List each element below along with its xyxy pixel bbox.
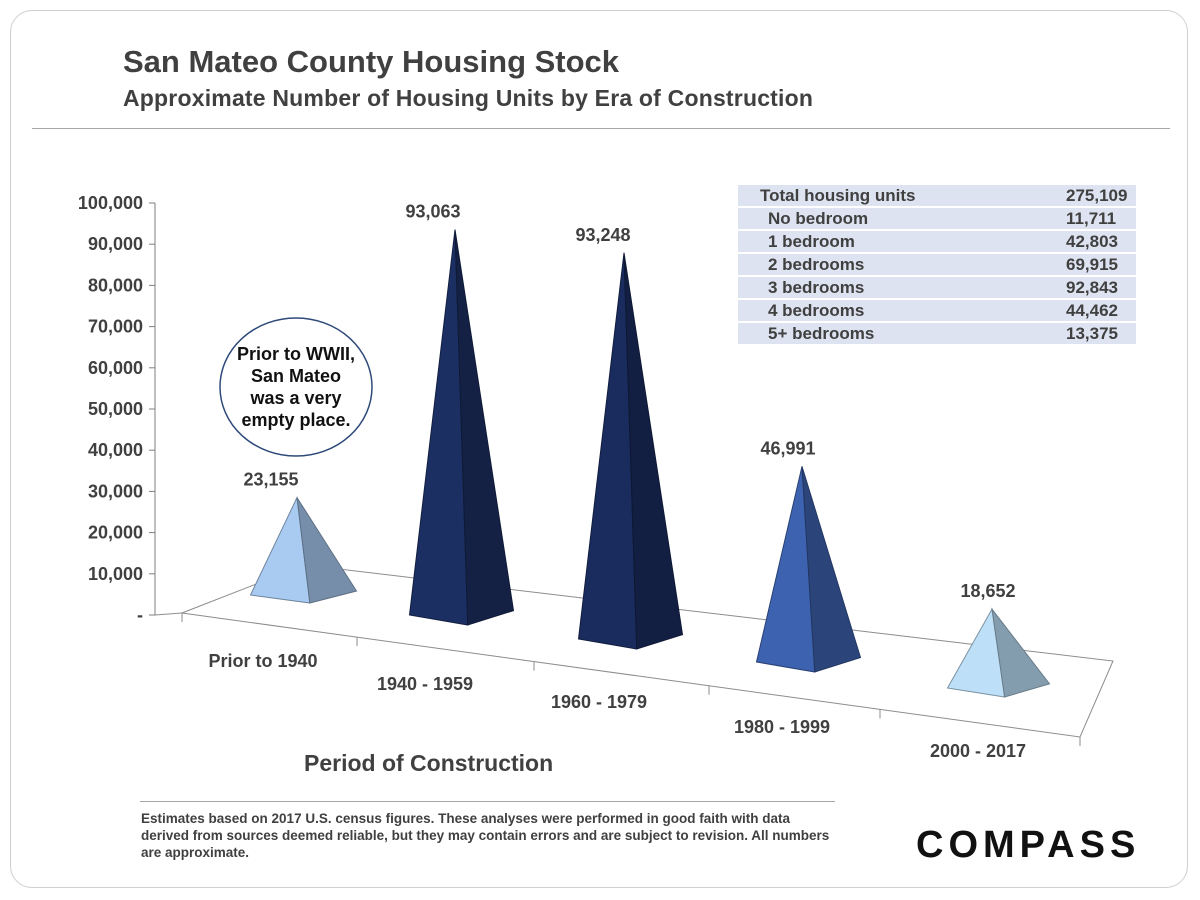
y-tick-label: 30,000 <box>88 481 143 501</box>
x-axis-title: Period of Construction <box>304 750 554 776</box>
compass-logo: COMPASS <box>916 824 1141 866</box>
bedroom-row-value: 275,109 <box>1048 185 1136 206</box>
bedroom-row-label: 5+ bedrooms <box>738 323 1048 344</box>
chart-subtitle: Approximate Number of Housing Units by E… <box>123 85 814 111</box>
y-tick-label: 50,000 <box>88 399 143 419</box>
y-tick-label: 100,000 <box>78 193 143 213</box>
bedroom-table-row: 3 bedrooms 92,843 <box>738 277 1136 298</box>
bedroom-row-value: 13,375 <box>1048 323 1136 344</box>
y-tick-label: 10,000 <box>88 564 143 584</box>
y-tick-label: 60,000 <box>88 358 143 378</box>
y-tick-label: 80,000 <box>88 275 143 295</box>
y-tick-label: 70,000 <box>88 317 143 337</box>
data-label: 93,063 <box>405 202 460 222</box>
y-tick-label: 20,000 <box>88 523 143 543</box>
callout-ellipse <box>219 317 373 457</box>
y-tick-label: 40,000 <box>88 440 143 460</box>
bedroom-table-row: 4 bedrooms 44,462 <box>738 300 1136 321</box>
y-tick-label: - <box>137 605 143 625</box>
bedroom-row-value: 11,711 <box>1048 208 1136 229</box>
callout-bubble: Prior to WWII, San Mateo was a very empt… <box>223 318 369 456</box>
bedroom-table-row: Total housing units 275,109 <box>738 185 1136 206</box>
pyramid-side-face <box>801 466 862 673</box>
bedroom-table: Total housing units 275,109 No bedroom 11,7… <box>738 183 1136 346</box>
bedroom-row-value: 69,915 <box>1048 254 1136 275</box>
footnote-divider <box>140 801 835 802</box>
pyramid-side-face <box>454 229 515 626</box>
title-divider <box>32 128 1170 129</box>
slide-card <box>10 10 1188 888</box>
floor-edge <box>154 612 183 616</box>
bedroom-row-label: 3 bedrooms <box>738 277 1048 298</box>
data-label: 46,991 <box>760 438 815 458</box>
bedroom-row-label: No bedroom <box>738 208 1048 229</box>
x-tick-label: 1980 - 1999 <box>734 717 830 737</box>
y-tick-label: 90,000 <box>88 234 143 254</box>
bedroom-table-row: 2 bedrooms 69,915 <box>738 254 1136 275</box>
bedroom-row-label: 2 bedrooms <box>738 254 1048 275</box>
bedroom-row-label: 1 bedroom <box>738 231 1048 252</box>
x-tick-label: 1960 - 1979 <box>551 692 647 712</box>
chart-title: San Mateo County Housing Stock <box>123 44 620 79</box>
x-tick-label: 2000 - 2017 <box>930 741 1026 761</box>
pyramid-side-face <box>623 252 684 650</box>
bedroom-row-label: 4 bedrooms <box>738 300 1048 321</box>
bedroom-row-value: 92,843 <box>1048 277 1136 298</box>
data-label: 93,248 <box>575 225 630 245</box>
bedroom-row-label: Total housing units <box>738 185 1048 206</box>
pyramid-side-face <box>296 497 358 604</box>
footnote: Estimates based on 2017 U.S. census figu… <box>141 811 830 860</box>
data-label: 18,652 <box>960 581 1015 601</box>
bedroom-table-row: 5+ bedrooms 13,375 <box>738 323 1136 344</box>
pyramid-side-face <box>991 607 1051 698</box>
bedroom-table-row: No bedroom 11,711 <box>738 208 1136 229</box>
callout-text: Prior to WWII, San Mateo was a very empt… <box>237 344 355 430</box>
bedroom-row-value: 42,803 <box>1048 231 1136 252</box>
data-label: 23,155 <box>243 470 298 490</box>
x-tick-label: 1940 - 1959 <box>377 674 473 694</box>
x-tick-label: Prior to 1940 <box>208 651 317 671</box>
bedroom-table-row: 1 bedroom 42,803 <box>738 231 1136 252</box>
bedroom-row-value: 44,462 <box>1048 300 1136 321</box>
